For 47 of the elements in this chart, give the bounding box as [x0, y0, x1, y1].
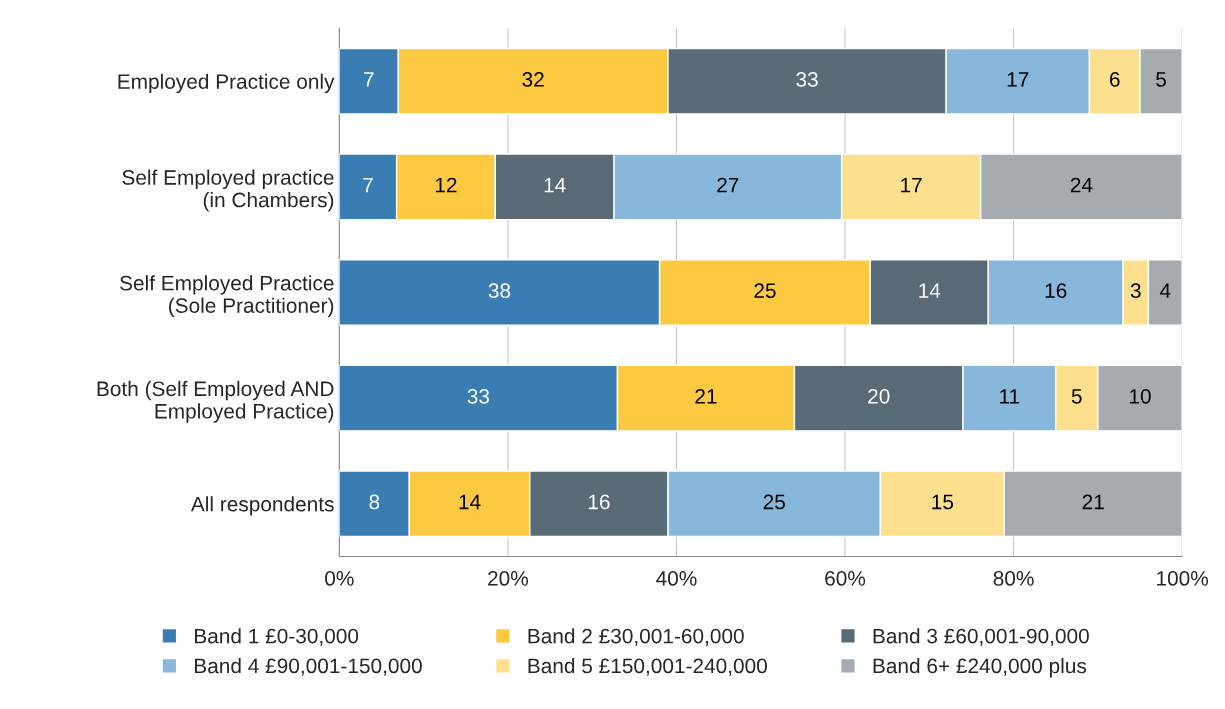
y-tick-label: Self Employed Practice (Sole Practitioner): [120, 275, 334, 318]
data-label: 25: [763, 494, 785, 510]
data-label: 21: [1082, 494, 1104, 510]
data-label: 32: [522, 72, 544, 87]
legend-label: Band 2 £30,001-60,000: [528, 628, 744, 646]
data-label: 27: [717, 177, 739, 193]
data-label: 5: [1071, 389, 1082, 404]
data-label: 7: [364, 72, 374, 87]
data-label: 3: [1130, 283, 1141, 299]
legend-label: Band 3 £60,001-90,000: [873, 628, 1089, 646]
data-label: 10: [1129, 388, 1151, 404]
data-label: 12: [435, 177, 457, 193]
data-label: 14: [544, 177, 566, 193]
data-label: 33: [467, 388, 490, 404]
legend-label: Band 1 £0-30,000: [195, 628, 359, 646]
x-tick-label: 60%: [825, 571, 866, 586]
legend-label: Band 4 £90,001-150,000: [195, 657, 422, 676]
data-label: 4: [1159, 283, 1171, 298]
data-label: 16: [588, 494, 610, 510]
data-label: 33: [796, 72, 818, 87]
data-label: 20: [868, 388, 890, 404]
data-label: 15: [932, 494, 954, 510]
data-label: 5: [1156, 72, 1166, 87]
y-tick-label: Both (Self Employed AND Employed Practice): [97, 380, 334, 423]
data-label: 16: [1045, 283, 1067, 299]
data-label: 7: [363, 177, 373, 193]
y-tick-label: Self Employed practice (in Chambers): [122, 169, 334, 212]
x-tick-label: 20%: [488, 571, 528, 586]
data-label: 14: [459, 494, 481, 510]
x-tick-label: 40%: [656, 571, 697, 586]
data-label: 25: [754, 283, 776, 299]
y-tick-label: All respondents: [190, 496, 334, 516]
data-label: 21: [695, 388, 717, 404]
x-tick-label: 100%: [1157, 571, 1209, 586]
x-tick-label: 80%: [993, 571, 1034, 586]
y-tick-label: Employed Practice only: [118, 73, 335, 94]
data-label: 17: [1007, 72, 1029, 87]
data-label: 17: [901, 177, 922, 193]
data-label: 8: [369, 494, 380, 510]
data-label: 6: [1109, 72, 1120, 87]
data-label: 24: [1070, 177, 1093, 193]
x-tick-label: 0%: [325, 571, 354, 586]
legend-label: Band 6+ £240,000 plus: [873, 657, 1087, 678]
legend-label: Band 5 £150,001-240,000: [528, 657, 767, 676]
data-label: 14: [919, 283, 941, 298]
data-label: 11: [1000, 389, 1020, 404]
data-label: 38: [488, 283, 511, 299]
